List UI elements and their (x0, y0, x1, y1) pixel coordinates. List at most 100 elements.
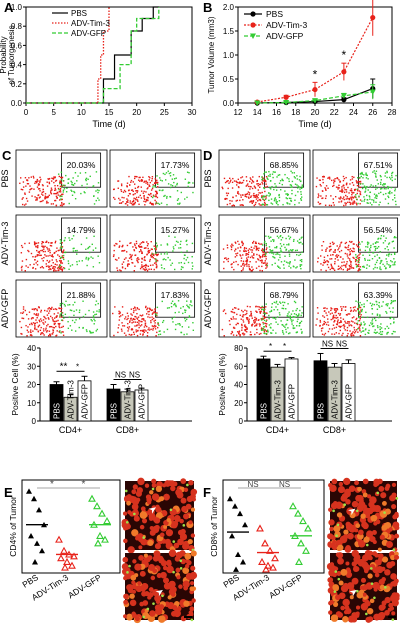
flow-dot-red (120, 190, 123, 193)
flow-dot-red (261, 261, 263, 264)
flow-dot-red (32, 322, 35, 324)
flow-dot-green (364, 190, 367, 192)
cell (122, 556, 129, 563)
flow-dot-green (272, 253, 275, 255)
flow-dot-red (317, 201, 320, 203)
cell (184, 552, 192, 560)
flow-dot-red (55, 325, 57, 328)
flow-dot-red (265, 330, 268, 333)
flow-dot-green (159, 177, 161, 179)
flow-dot-red (145, 200, 148, 202)
flow-dot-red (150, 193, 152, 195)
flow-dot-red (351, 250, 354, 253)
flow-dot-red (58, 265, 61, 267)
flow-dot-red (21, 188, 24, 191)
flow-dot-red (255, 241, 257, 243)
flow-dot-red (113, 244, 116, 247)
flow-dot-red (35, 242, 38, 245)
flow-dot-red (325, 269, 327, 272)
flow-dot-green (66, 187, 68, 189)
y-tick-label-c: 30 (27, 362, 36, 371)
flow-dot-red (31, 195, 33, 197)
flow-dot-red (359, 329, 361, 332)
flow-dot-red (253, 185, 256, 187)
flow-dot-green (291, 321, 293, 323)
flow-dot-red (118, 257, 120, 259)
flow-dot-green (163, 268, 166, 270)
flow-dot-red (155, 190, 158, 193)
flow-dot-green (166, 197, 168, 199)
flow-dot-green (188, 307, 190, 309)
flow-dot-red (352, 197, 354, 199)
flow-dot-green (373, 193, 376, 195)
flow-dot-red (36, 255, 39, 257)
cell (385, 483, 391, 489)
flow-dot-green (263, 329, 266, 331)
flow-dot-red (51, 254, 54, 256)
flow-dot-green (265, 332, 268, 335)
flow-dot-red (256, 200, 259, 202)
flow-dot-red (261, 243, 263, 245)
flow-dot-green (284, 190, 286, 192)
flow-dot-green (291, 323, 293, 325)
flow-dot-green (395, 174, 397, 177)
flow-dot-green (369, 249, 371, 252)
flow-dot-red (325, 323, 328, 326)
cell (373, 482, 379, 488)
flow-dot-green (62, 191, 65, 193)
flow-dot-green (393, 262, 396, 264)
flow-dot-red (340, 268, 342, 270)
flow-dot-red (140, 186, 142, 188)
flow-dot-green (93, 318, 95, 320)
flow-dot-green (61, 186, 63, 188)
flow-dot-green (372, 171, 374, 173)
flow-dot-green (184, 320, 187, 322)
flow-dot-green (78, 317, 81, 320)
flow-dot-red (144, 306, 147, 309)
flow-dot-green (371, 204, 373, 206)
cell (144, 483, 150, 488)
flow-dot-red (254, 319, 256, 321)
flow-dot-green (290, 170, 292, 172)
flow-dot-green (360, 175, 362, 178)
flow-dot-red (242, 243, 245, 245)
flow-dot-green (95, 171, 98, 173)
flow-dot-red (338, 267, 340, 270)
x-tick-label-a: 5 (51, 108, 56, 117)
flow-dot-green (161, 321, 164, 324)
flow-dot-red (121, 266, 124, 268)
flow-dot-red (37, 326, 40, 328)
flow-dot-red (236, 254, 238, 257)
flow-dot-red (142, 176, 144, 179)
cell (131, 489, 137, 495)
flow-dot-red (24, 242, 26, 245)
flow-dot-red (340, 317, 342, 319)
flow-dot-red (154, 182, 157, 185)
flow-dot-green (380, 327, 383, 329)
flow-dot-green (60, 240, 62, 243)
flow-dot-green (357, 177, 359, 179)
flow-dot-red (25, 324, 27, 327)
flow-dot-green (59, 330, 61, 332)
flow-dot-green (357, 301, 359, 303)
flow-dot-green (272, 240, 275, 243)
flow-dot-red (58, 266, 60, 269)
flow-dot-green (74, 330, 77, 332)
flow-dot-red (53, 308, 55, 311)
flow-dot-green (271, 185, 273, 188)
flow-dot-green (273, 301, 276, 304)
flow-dot-green (388, 307, 391, 309)
flow-dot-green (299, 180, 302, 183)
flow-dot-green (282, 333, 285, 335)
flow-dot-green (300, 267, 302, 270)
flow-dot-red (136, 307, 139, 310)
flow-dot-red (256, 248, 258, 251)
flow-dot-red (133, 318, 135, 321)
flow-dot-red (349, 202, 352, 204)
flow-dot-red (48, 333, 51, 336)
flow-dot-red (145, 263, 147, 266)
flow-dot-red (58, 307, 60, 309)
flow-dot-red (249, 185, 251, 188)
flow-dot-green (364, 259, 366, 261)
flow-dot-green (187, 181, 190, 184)
